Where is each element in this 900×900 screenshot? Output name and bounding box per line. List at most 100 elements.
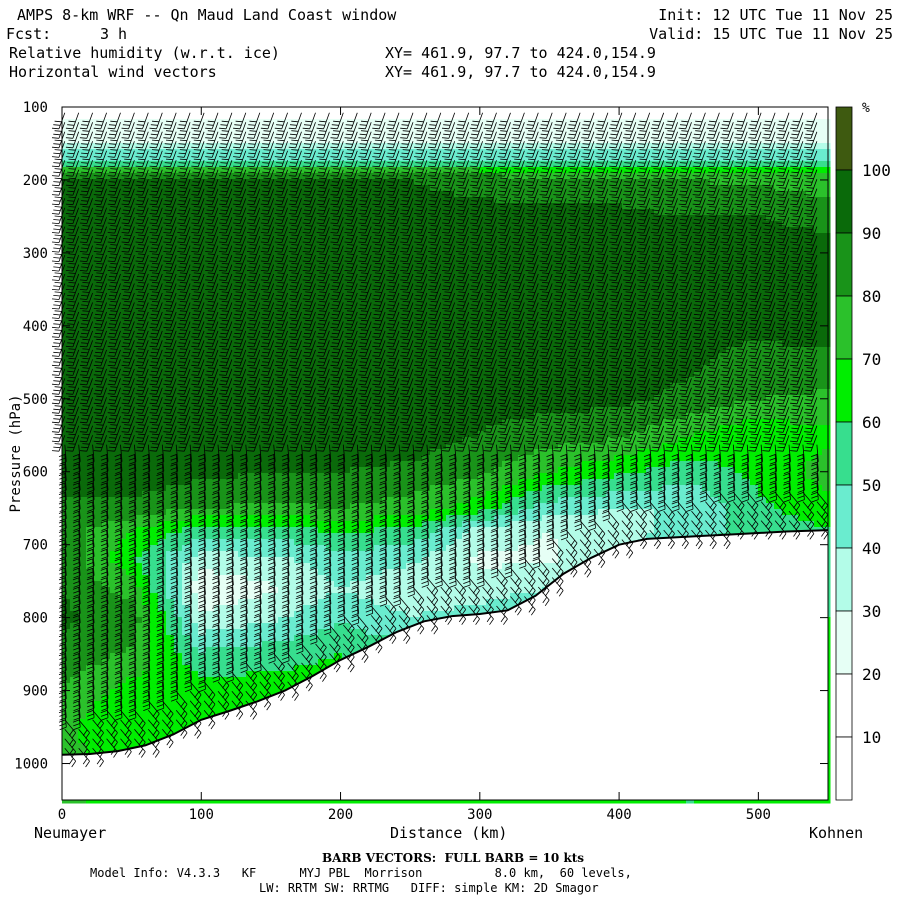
wind-barb [769, 454, 777, 474]
wind-barb [678, 112, 692, 130]
wind-barb [191, 235, 205, 253]
wind-barb [205, 425, 219, 443]
wind-barb [664, 112, 678, 130]
wind-barb [239, 624, 248, 645]
wind-barb [163, 141, 177, 158]
wind-barb [677, 501, 689, 521]
wind-barb [400, 264, 414, 281]
wind-barb [748, 273, 762, 291]
wind-barb [226, 492, 234, 512]
wind-barb [203, 681, 216, 701]
wind-barb [386, 435, 400, 452]
wind-barb [427, 179, 442, 196]
wind-barb [330, 160, 344, 177]
wind-barb [170, 520, 179, 541]
wind-barb [79, 292, 93, 310]
wind-barb [483, 311, 497, 329]
wind-barb [226, 444, 234, 465]
wind-barb [149, 160, 163, 177]
wind-barb [414, 435, 428, 452]
wind-barb [748, 397, 762, 414]
wind-barb [434, 482, 443, 503]
wind-barb [525, 302, 539, 319]
wind-barb [93, 311, 107, 329]
wind-barb [567, 273, 581, 291]
wind-barb [762, 302, 776, 319]
wind-barb [191, 387, 205, 405]
wind-barb [246, 160, 261, 177]
wind-barb [678, 273, 692, 291]
wind-barb [233, 112, 247, 130]
wind-barb [184, 530, 192, 550]
wind-barb [414, 425, 428, 443]
wind-barb [330, 330, 344, 348]
wind-barb [776, 292, 790, 310]
wind-barb [762, 349, 776, 367]
wind-barb [691, 501, 703, 521]
wind-barb [302, 226, 316, 243]
wind-barb [525, 378, 539, 395]
wind-barb [539, 368, 553, 386]
wind-barb [746, 501, 759, 521]
wind-barb [434, 454, 443, 474]
wind-barb [469, 245, 483, 262]
wind-barb [483, 131, 497, 149]
wind-barb [441, 131, 456, 149]
wind-barb [720, 330, 734, 348]
wind-barb [370, 605, 383, 625]
wind-barb [393, 482, 401, 503]
wind-barb [567, 359, 581, 376]
wind-barb [636, 311, 651, 329]
colorbar-tick-label: 40 [862, 539, 881, 558]
wind-barb [281, 615, 290, 636]
wind-barb [553, 179, 567, 196]
wind-barb [532, 473, 541, 493]
wind-barb [177, 359, 191, 376]
wind-barb [372, 330, 386, 348]
wind-barb [330, 292, 344, 310]
wind-barb [274, 330, 288, 348]
wind-barb [267, 643, 276, 664]
wind-barb [72, 577, 81, 598]
wind-barb [448, 473, 457, 493]
wind-barb [386, 359, 400, 376]
wind-barb [732, 510, 745, 531]
wind-barb [546, 530, 555, 550]
wind-barb [539, 122, 553, 139]
wind-barb [525, 321, 539, 338]
wind-barb [525, 292, 539, 310]
wind-barb [372, 188, 386, 206]
wind-barb [72, 643, 81, 664]
wind-barb [593, 529, 606, 550]
wind-barb [170, 596, 179, 617]
wind-barb [551, 539, 564, 559]
wind-barb [316, 122, 330, 139]
wind-barb [121, 179, 135, 196]
x-left-label: Neumayer [34, 824, 107, 842]
wind-barb [469, 425, 483, 443]
wind-barb [260, 292, 275, 310]
wind-barb [233, 425, 247, 443]
wind-barb [748, 141, 762, 158]
wind-barb [678, 141, 692, 158]
wind-barb [760, 510, 773, 531]
wind-barb [567, 160, 581, 177]
wind-barb [762, 292, 776, 310]
wind-barb [448, 454, 457, 474]
wind-barb [72, 501, 81, 522]
wind-barb [191, 435, 205, 452]
wind-barb [93, 340, 107, 357]
wind-barb [664, 378, 678, 395]
wind-barb [483, 150, 497, 168]
wind-barb [518, 530, 527, 550]
wind-barb [469, 217, 483, 234]
wind-barb [121, 169, 135, 187]
wind-barb [260, 169, 275, 187]
wind-barb [469, 435, 483, 452]
wind-barb [804, 122, 818, 139]
wind-barb [351, 530, 360, 550]
wind-barb [400, 112, 414, 130]
wind-barb [253, 567, 262, 588]
wind-barb [212, 577, 220, 598]
wind-barb [330, 217, 344, 234]
